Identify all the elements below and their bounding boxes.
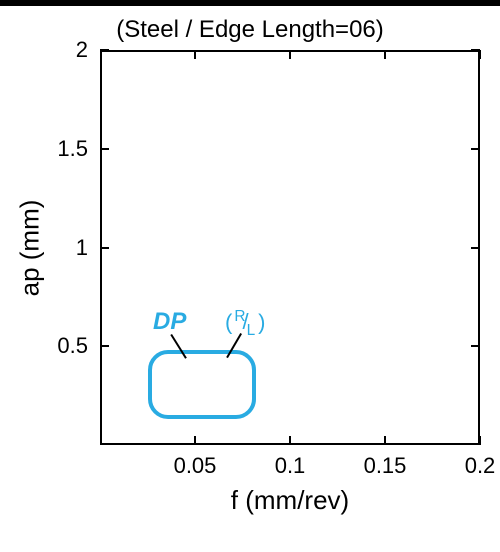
annotation-dp: DP — [153, 308, 186, 336]
top-bar — [0, 0, 500, 6]
region-dp — [148, 350, 256, 419]
x-tick-label: 0.1 — [275, 453, 306, 479]
x-tick-label: 0.05 — [174, 453, 217, 479]
x-tick-label: 0.15 — [364, 453, 407, 479]
rl-sub: L — [247, 322, 256, 339]
annotation-rl: (R/L) — [225, 308, 265, 340]
y-tick-label: 1.5 — [0, 136, 88, 162]
rl-paren-right: ) — [258, 309, 265, 334]
y-tick-label: 0.5 — [0, 333, 88, 359]
rl-paren-left: ( — [225, 309, 232, 334]
x-axis-label: f (mm/rev) — [231, 485, 349, 516]
y-tick-label: 2 — [0, 37, 88, 63]
x-tick-label: 0.2 — [465, 453, 496, 479]
y-axis-label: ap (mm) — [15, 199, 46, 296]
